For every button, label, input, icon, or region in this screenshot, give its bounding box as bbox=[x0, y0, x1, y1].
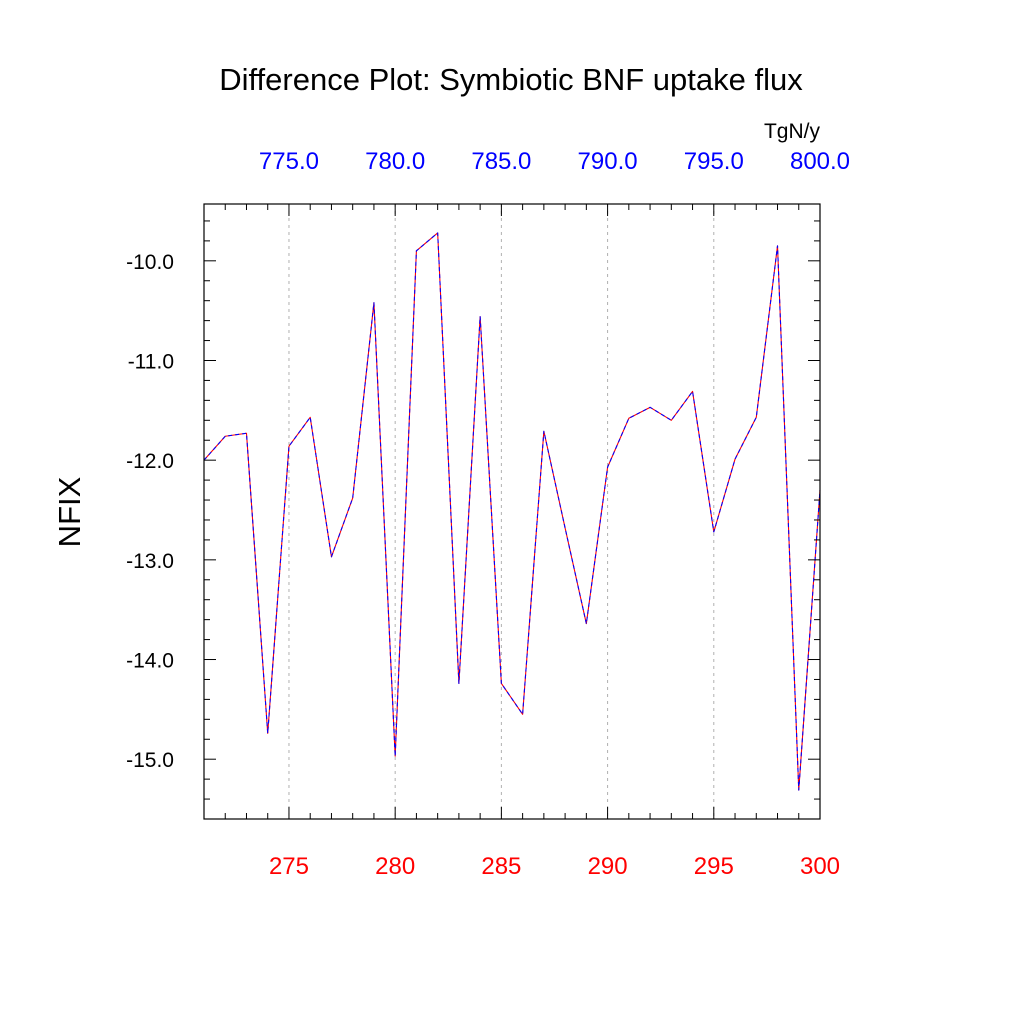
x-bottom-tick-label: 300 bbox=[800, 853, 840, 880]
x-bottom-tick-label: 275 bbox=[269, 853, 309, 880]
x-top-tick-label: 795.0 bbox=[684, 148, 744, 175]
y-tick-label: -15.0 bbox=[126, 749, 174, 772]
x-top-tick-label: 800.0 bbox=[790, 148, 850, 175]
x-bottom-tick-label: 290 bbox=[588, 853, 628, 880]
axes: 275 280 285 290 295 300 775.0 780.0 785.0 790.0 79… bbox=[126, 148, 850, 880]
x-bottom-tick-label: 285 bbox=[481, 853, 521, 880]
y-axis-label: NFIX bbox=[52, 476, 87, 547]
x-top-tick-label: 785.0 bbox=[471, 148, 531, 175]
x-bottom-tick-label: 295 bbox=[694, 853, 734, 880]
series-lines bbox=[203, 232, 821, 791]
x-bottom-tick-label: 280 bbox=[375, 853, 415, 880]
x-top-tick-label: 775.0 bbox=[259, 148, 319, 175]
y-tick-label: -11.0 bbox=[128, 350, 174, 373]
y-tick-label: -12.0 bbox=[126, 450, 174, 473]
series-line-blue bbox=[203, 232, 821, 791]
y-tick-label: -14.0 bbox=[126, 650, 174, 673]
x-top-tick-label: 790.0 bbox=[578, 148, 638, 175]
chart-title: Difference Plot: Symbiotic BNF uptake fl… bbox=[219, 62, 803, 97]
gridlines bbox=[288, 204, 715, 819]
units-label: TgN/y bbox=[764, 120, 821, 143]
plot-frame bbox=[203, 203, 821, 820]
y-tick-label: -13.0 bbox=[126, 550, 174, 573]
y-tick-label: -10.0 bbox=[126, 251, 174, 274]
x-top-tick-label: 780.0 bbox=[365, 148, 425, 175]
